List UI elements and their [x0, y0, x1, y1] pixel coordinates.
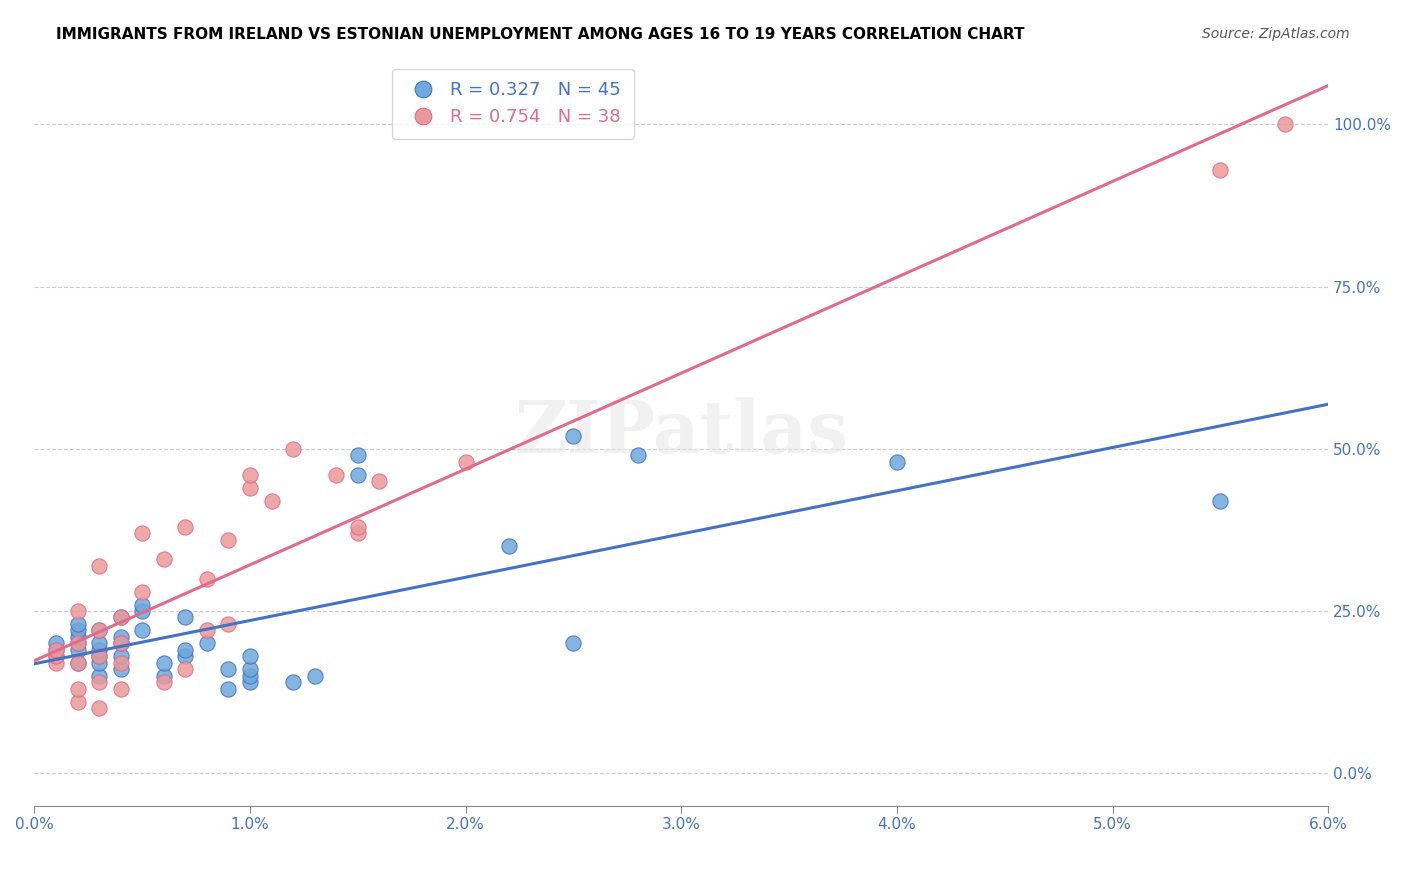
Point	[87, 675, 110, 690]
Point	[66, 656, 89, 670]
Point	[562, 429, 585, 443]
Point	[66, 624, 89, 638]
Point	[45, 643, 67, 657]
Legend: R = 0.327   N = 45, R = 0.754   N = 38: R = 0.327 N = 45, R = 0.754 N = 38	[392, 69, 634, 139]
Point	[174, 610, 197, 624]
Point	[886, 455, 908, 469]
Point	[110, 636, 132, 650]
Point	[239, 675, 262, 690]
Point	[87, 656, 110, 670]
Point	[87, 669, 110, 683]
Point	[346, 448, 368, 462]
Point	[217, 681, 239, 696]
Point	[174, 649, 197, 664]
Point	[174, 519, 197, 533]
Point	[87, 643, 110, 657]
Point	[110, 649, 132, 664]
Point	[498, 539, 520, 553]
Point	[87, 649, 110, 664]
Point	[627, 448, 650, 462]
Point	[110, 636, 132, 650]
Point	[45, 649, 67, 664]
Point	[110, 630, 132, 644]
Point	[1274, 118, 1296, 132]
Point	[239, 662, 262, 676]
Point	[66, 643, 89, 657]
Point	[174, 643, 197, 657]
Point	[152, 669, 174, 683]
Point	[239, 467, 262, 482]
Point	[110, 681, 132, 696]
Point	[346, 467, 368, 482]
Point	[346, 526, 368, 541]
Point	[239, 669, 262, 683]
Point	[562, 636, 585, 650]
Point	[45, 643, 67, 657]
Point	[217, 617, 239, 632]
Point	[87, 636, 110, 650]
Point	[368, 475, 391, 489]
Point	[217, 533, 239, 547]
Point	[131, 526, 153, 541]
Point	[66, 617, 89, 632]
Point	[66, 630, 89, 644]
Point	[131, 598, 153, 612]
Point	[131, 624, 153, 638]
Point	[66, 681, 89, 696]
Point	[195, 572, 218, 586]
Text: IMMIGRANTS FROM IRELAND VS ESTONIAN UNEMPLOYMENT AMONG AGES 16 TO 19 YEARS CORRE: IMMIGRANTS FROM IRELAND VS ESTONIAN UNEM…	[56, 27, 1025, 42]
Point	[87, 624, 110, 638]
Point	[45, 656, 67, 670]
Point	[239, 481, 262, 495]
Point	[110, 610, 132, 624]
Point	[281, 675, 304, 690]
Text: ZIPatlas: ZIPatlas	[515, 397, 848, 468]
Point	[174, 662, 197, 676]
Point	[110, 656, 132, 670]
Point	[131, 584, 153, 599]
Point	[346, 519, 368, 533]
Point	[110, 662, 132, 676]
Point	[1209, 162, 1232, 177]
Point	[304, 669, 326, 683]
Point	[1209, 493, 1232, 508]
Point	[281, 442, 304, 456]
Point	[131, 604, 153, 618]
Point	[45, 649, 67, 664]
Point	[454, 455, 477, 469]
Point	[66, 695, 89, 709]
Point	[260, 493, 283, 508]
Point	[195, 624, 218, 638]
Point	[66, 604, 89, 618]
Point	[325, 467, 347, 482]
Point	[110, 610, 132, 624]
Point	[87, 701, 110, 715]
Point	[152, 675, 174, 690]
Text: Source: ZipAtlas.com: Source: ZipAtlas.com	[1202, 27, 1350, 41]
Point	[87, 649, 110, 664]
Point	[217, 662, 239, 676]
Point	[66, 656, 89, 670]
Point	[152, 552, 174, 566]
Point	[152, 656, 174, 670]
Point	[239, 649, 262, 664]
Point	[66, 636, 89, 650]
Point	[195, 636, 218, 650]
Point	[87, 624, 110, 638]
Point	[87, 558, 110, 573]
Point	[45, 636, 67, 650]
Point	[66, 636, 89, 650]
